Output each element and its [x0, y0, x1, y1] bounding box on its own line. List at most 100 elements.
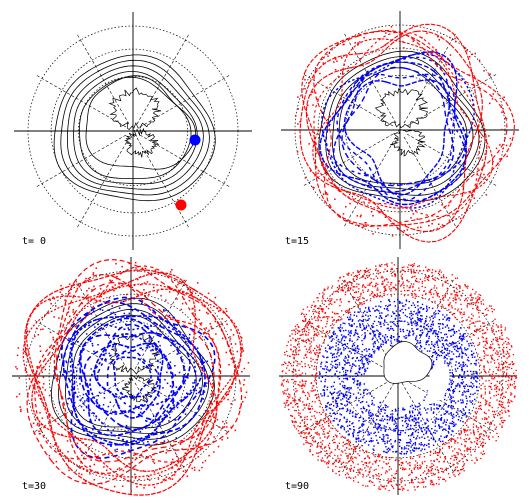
blue-tracer-point	[350, 332, 352, 334]
red-tracer-point	[288, 393, 290, 395]
blue-tracer-point	[385, 428, 387, 431]
blue-tracer-point	[342, 425, 344, 428]
blue-tracer-point	[173, 419, 176, 421]
red-tracer-point	[400, 284, 403, 286]
red-tracer-point	[455, 287, 458, 289]
red-tracer-point	[302, 333, 304, 336]
blue-tracer-point	[425, 343, 427, 346]
blue-tracer-point	[438, 425, 440, 427]
blue-tracer-point	[405, 422, 408, 425]
red-tracer-point	[489, 73, 491, 75]
red-tracer-point	[306, 351, 308, 353]
blue-tracer-point	[339, 390, 341, 392]
red-tracer-point	[400, 34, 403, 36]
blue-tracer-point	[397, 430, 399, 433]
blue-tracer-point	[475, 380, 477, 382]
red-tracer-point	[133, 284, 136, 287]
blue-tracer-point	[206, 360, 209, 362]
red-tracer-point	[511, 376, 513, 378]
red-tracer-point	[220, 329, 223, 332]
blue-tracer-point	[375, 435, 377, 437]
red-tracer-point	[469, 323, 471, 326]
red-tracer-point	[448, 309, 450, 311]
red-tracer-point	[362, 297, 364, 299]
blue-tracer-point	[414, 418, 416, 420]
blue-tracer-point	[108, 352, 110, 355]
red-tracer-point	[349, 453, 351, 455]
blue-tracer-point	[461, 375, 464, 377]
red-tracer-point	[311, 91, 314, 93]
red-tracer-point	[202, 332, 205, 334]
blue-tracer-point	[387, 299, 390, 301]
red-tracer-point	[241, 348, 244, 350]
blue-tracer-point	[455, 385, 457, 387]
blue-tracer-point	[420, 315, 422, 317]
red-tracer-point	[514, 385, 517, 388]
red-tracer-point	[401, 277, 403, 279]
red-tracer-point	[301, 366, 303, 368]
red-tracer-point	[324, 446, 326, 448]
red-tracer-point	[338, 470, 340, 473]
red-tracer-point	[370, 281, 373, 283]
red-tracer-point	[313, 317, 316, 319]
blue-tracer-point	[427, 425, 430, 427]
red-tracer-point	[384, 279, 386, 281]
red-tracer-point	[159, 474, 161, 477]
blue-tracer-point	[461, 369, 463, 372]
red-tracer-point	[315, 152, 317, 154]
red-tracer-point	[348, 272, 350, 274]
red-tracer-point	[342, 445, 344, 447]
blue-tracer-point	[450, 329, 452, 332]
red-tracer-point	[328, 430, 331, 432]
blue-tracer-point	[411, 410, 414, 412]
blue-tracer-point	[367, 434, 369, 436]
blue-tracer-point	[329, 369, 331, 372]
red-tracer-point	[401, 269, 404, 271]
red-tracer-point	[143, 289, 145, 291]
red-tracer-point	[326, 432, 328, 434]
red-tracer-point	[375, 468, 377, 471]
blue-tracer-point	[447, 405, 450, 407]
red-tracer-point	[480, 388, 482, 390]
contour-line	[85, 75, 197, 170]
blue-tracer-point	[336, 364, 339, 366]
blue-tracer-point	[469, 396, 471, 398]
red-tracer-point	[424, 286, 426, 289]
red-tracer-point	[302, 380, 304, 383]
blue-tracer-point	[431, 433, 433, 435]
red-tracer-point	[500, 329, 502, 332]
red-tracer-point	[461, 317, 463, 319]
blue-tracer-point	[406, 329, 408, 332]
red-tracer-point	[510, 378, 513, 380]
blue-tracer-point	[351, 325, 353, 327]
blue-tracer-point	[415, 335, 418, 337]
blue-tracer-point	[366, 359, 369, 361]
red-tracer-point	[464, 431, 466, 433]
red-tracer-point	[316, 433, 318, 435]
red-tracer-point	[315, 367, 317, 369]
red-tracer-point	[500, 394, 502, 396]
blue-tracer-point	[343, 347, 345, 349]
red-tracer-point	[481, 394, 483, 396]
red-tracer-point	[370, 481, 372, 483]
blue-tracer-point	[461, 344, 463, 346]
red-tracer-point	[505, 411, 507, 414]
blue-tracer-point	[449, 317, 451, 319]
red-tracer-point	[302, 339, 304, 341]
blue-tracer-point	[413, 420, 415, 423]
red-tracer-point	[358, 273, 360, 275]
red-tracer-point	[317, 312, 320, 314]
red-tracer-point	[341, 466, 343, 468]
red-tracer-point	[293, 398, 295, 400]
red-tracer-point	[492, 414, 495, 416]
red-tracer-point	[422, 479, 424, 481]
blue-tracer-point	[401, 420, 404, 422]
blue-tracer-point	[147, 436, 150, 439]
blue-tracer-point	[358, 348, 360, 350]
red-tracer-point	[311, 444, 313, 446]
red-tracer-point	[357, 270, 359, 272]
red-tracer-point	[316, 335, 318, 337]
red-tracer-point	[156, 291, 158, 293]
red-tracer-point	[358, 454, 361, 457]
red-tracer-point	[308, 395, 311, 397]
